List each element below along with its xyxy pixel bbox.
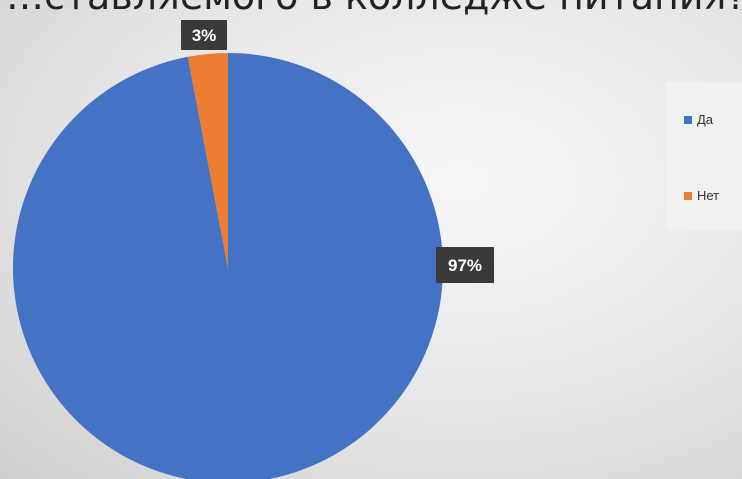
legend-item-net: Нет bbox=[684, 188, 719, 203]
data-label-net: 3% bbox=[181, 20, 227, 50]
data-label-da: 97% bbox=[436, 247, 494, 283]
legend-label-da: Да bbox=[697, 112, 714, 127]
pie-slice-net bbox=[187, 53, 228, 268]
svg-text:97%: 97% bbox=[448, 256, 482, 275]
legend-label-net: Нет bbox=[697, 188, 720, 203]
legend-swatch-net bbox=[684, 191, 692, 200]
legend: Да Нет bbox=[666, 82, 742, 230]
legend-item-da: Да bbox=[684, 112, 713, 127]
chart-title: …ставляемого в колледже питания? bbox=[0, 0, 742, 18]
legend-swatch-da bbox=[684, 115, 692, 124]
svg-text:3%: 3% bbox=[192, 26, 217, 45]
pie-slice-da bbox=[13, 53, 443, 479]
